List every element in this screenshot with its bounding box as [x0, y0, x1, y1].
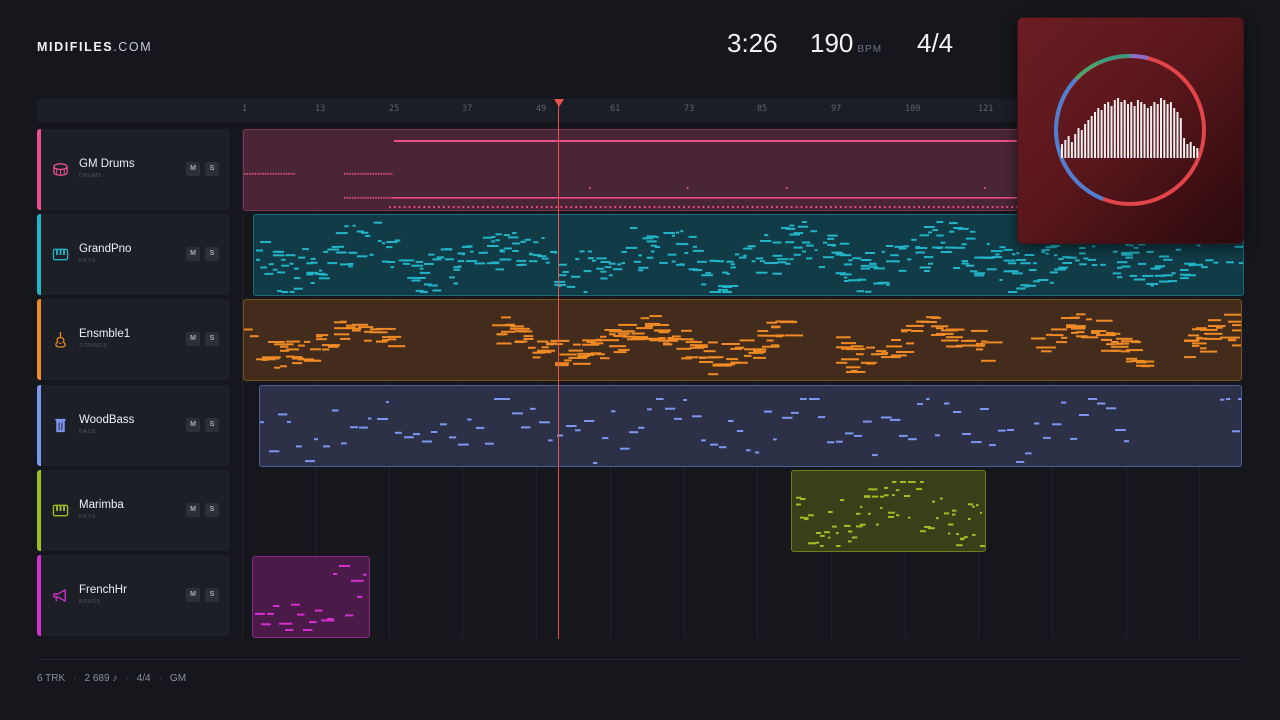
track-header-marimba[interactable]: Marimba KEYS M S: [37, 470, 230, 551]
bar-number: 61: [610, 104, 621, 114]
note-pattern: [255, 565, 367, 631]
bar-number: 109: [905, 104, 921, 114]
mute-button[interactable]: M: [186, 418, 200, 432]
solo-button[interactable]: S: [205, 162, 219, 176]
track-name[interactable]: Marimba: [79, 499, 124, 511]
solo-button[interactable]: S: [205, 503, 219, 517]
track-category: KEYS: [79, 258, 97, 264]
mute-button[interactable]: M: [186, 588, 200, 602]
bass-icon: [54, 418, 67, 433]
tempo-display: 190 BPM: [810, 28, 882, 59]
solo-button[interactable]: S: [205, 332, 219, 346]
horn-icon: [53, 589, 66, 602]
track-name[interactable]: WoodBass: [79, 414, 135, 426]
separator: ·: [73, 673, 77, 684]
track-category: STRINGS: [79, 343, 108, 349]
separator: ·: [158, 673, 162, 684]
playhead[interactable]: [558, 104, 559, 639]
tempo-value: 190: [810, 28, 854, 58]
logo-tld: .COM: [113, 40, 153, 54]
track-category: DRUMS: [79, 173, 103, 179]
playhead-handle[interactable]: [554, 99, 564, 107]
note-pattern: [260, 398, 1241, 464]
track-color-stripe: [37, 299, 41, 380]
song-time: 3:26: [727, 28, 778, 58]
track-name[interactable]: Ensmble1: [79, 328, 131, 340]
track-color-stripe: [37, 385, 41, 466]
time-signature: 4/4: [917, 28, 954, 58]
track-header-piano[interactable]: GrandPno KEYS M S: [37, 214, 230, 295]
track-name[interactable]: GM Drums: [79, 158, 135, 170]
mute-button[interactable]: M: [186, 503, 200, 517]
bar-number: 13: [315, 104, 326, 114]
solo-button[interactable]: S: [205, 247, 219, 261]
spectrum-bars: [1061, 98, 1199, 158]
footer-signature: 4/4: [136, 673, 151, 684]
drum-icon: [53, 163, 68, 176]
midi-standard: GM: [169, 673, 187, 684]
piano-keys-icon: [52, 504, 69, 517]
site-logo[interactable]: MIDIFILES.COM: [37, 40, 152, 54]
bar-number: 121: [978, 104, 994, 114]
midi-clip-marimba[interactable]: [791, 470, 986, 552]
track-header-drums[interactable]: GM Drums DRUMS M S: [37, 129, 230, 210]
track-header-strings[interactable]: Ensmble1 STRINGS M S: [37, 299, 230, 380]
note-pattern: [256, 221, 1243, 293]
bar-number: 37: [462, 104, 473, 114]
violin-icon: [55, 331, 66, 348]
tempo-unit: BPM: [857, 44, 883, 55]
track-count: 6 TRK: [37, 673, 66, 684]
note-pattern: [796, 481, 985, 547]
bar-number: 1: [242, 104, 248, 114]
track-category: BRASS: [79, 599, 101, 605]
track-color-stripe: [37, 214, 41, 295]
timeline-ruler[interactable]: 1 13 25 37 49 61 73 85 97 109 121: [37, 99, 1242, 122]
track-category: BASS: [79, 429, 97, 435]
solo-button[interactable]: S: [205, 588, 219, 602]
bar-number: 85: [757, 104, 768, 114]
track-color-stripe: [37, 555, 41, 636]
logo-brand: MIDIFILES: [37, 40, 114, 54]
midi-clip-bass[interactable]: [259, 385, 1242, 467]
mute-button[interactable]: M: [186, 332, 200, 346]
album-art-visualizer: [1017, 17, 1244, 244]
footer-summary: 6 TRK · 2 689 ♪ · 4/4 · GM: [37, 673, 186, 684]
track-header-horn[interactable]: FrenchHr BRASS M S: [37, 555, 230, 636]
track-header-bass[interactable]: WoodBass BASS M S: [37, 385, 230, 466]
note-pattern: [244, 313, 1241, 376]
track-color-stripe: [37, 470, 41, 551]
bar-number: 25: [389, 104, 400, 114]
mute-button[interactable]: M: [186, 247, 200, 261]
mute-button[interactable]: M: [186, 162, 200, 176]
midi-clip-horn[interactable]: [252, 556, 370, 638]
note-count: 2 689 ♪: [84, 673, 118, 684]
midi-clip-strings[interactable]: [243, 299, 1242, 381]
track-name[interactable]: FrenchHr: [79, 584, 127, 596]
track-category: KEYS: [79, 514, 97, 520]
footer-divider: [37, 659, 1242, 660]
piano-keys-icon: [52, 248, 69, 261]
bar-number: 49: [536, 104, 547, 114]
track-color-stripe: [37, 129, 41, 210]
spectrum-ring: [1054, 53, 1206, 206]
separator: ·: [125, 673, 129, 684]
solo-button[interactable]: S: [205, 418, 219, 432]
bar-number: 97: [831, 104, 842, 114]
track-name[interactable]: GrandPno: [79, 243, 132, 255]
bar-number: 73: [684, 104, 695, 114]
